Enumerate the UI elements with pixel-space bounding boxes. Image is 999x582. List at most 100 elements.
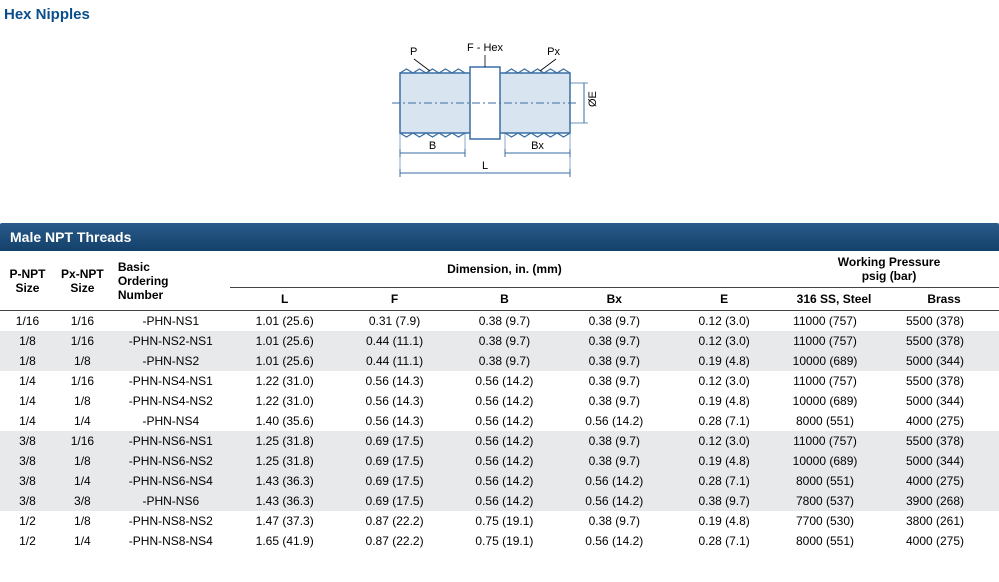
table-cell: 5000 (344) [889, 391, 999, 411]
table-cell: 0.56 (14.2) [559, 471, 669, 491]
table-cell: 4000 (275) [889, 471, 999, 491]
table-cell: 0.12 (3.0) [669, 371, 779, 391]
table-cell: 11000 (757) [779, 431, 889, 451]
table-row: 1/81/16-PHN-NS2-NS11.01 (25.6)0.44 (11.1… [0, 331, 999, 351]
table-cell: 0.56 (14.2) [559, 531, 669, 551]
spec-tbody: 1/161/16-PHN-NS11.01 (25.6)0.31 (7.9)0.3… [0, 311, 999, 552]
col-E: E [669, 288, 779, 311]
table-cell: 1/8 [0, 351, 55, 371]
table-cell: 1/8 [55, 451, 110, 471]
table-cell: 0.12 (3.0) [669, 331, 779, 351]
table-cell: 1/16 [0, 311, 55, 332]
table-cell: -PHN-NS4 [110, 411, 230, 431]
table-cell: 5500 (378) [889, 431, 999, 451]
svg-text:B: B [428, 140, 435, 152]
table-cell: 1/8 [55, 391, 110, 411]
table-cell: 0.19 (4.8) [669, 451, 779, 471]
table-cell: 3800 (261) [889, 511, 999, 531]
col-B: B [449, 288, 559, 311]
table-cell: 11000 (757) [779, 311, 889, 332]
table-cell: -PHN-NS8-NS2 [110, 511, 230, 531]
table-cell: 0.69 (17.5) [340, 431, 450, 451]
spec-table: P-NPTSize Px-NPTSize BasicOrderingNumber… [0, 251, 999, 551]
table-cell: 0.38 (9.7) [449, 351, 559, 371]
table-cell: 3/8 [0, 431, 55, 451]
table-cell: 0.38 (9.7) [559, 351, 669, 371]
table-cell: -PHN-NS1 [110, 311, 230, 332]
svg-text:Bx: Bx [531, 140, 544, 152]
table-cell: 8000 (551) [779, 531, 889, 551]
table-cell: 0.87 (22.2) [340, 531, 450, 551]
table-cell: 0.12 (3.0) [669, 431, 779, 451]
table-cell: -PHN-NS6-NS2 [110, 451, 230, 471]
col-pxnpt: Px-NPTSize [55, 251, 110, 311]
table-cell: 5500 (378) [889, 371, 999, 391]
svg-text:F - Hex: F - Hex [466, 42, 503, 54]
table-cell: 1/8 [55, 351, 110, 371]
table-cell: 0.19 (4.8) [669, 391, 779, 411]
table-cell: 1.25 (31.8) [230, 431, 340, 451]
table-cell: 11000 (757) [779, 371, 889, 391]
table-cell: 0.38 (9.7) [559, 451, 669, 471]
table-cell: 11000 (757) [779, 331, 889, 351]
table-cell: 10000 (689) [779, 351, 889, 371]
table-row: 3/81/4-PHN-NS6-NS41.43 (36.3)0.69 (17.5)… [0, 471, 999, 491]
table-cell: 0.38 (9.7) [559, 371, 669, 391]
table-cell: 0.38 (9.7) [559, 391, 669, 411]
table-cell: 0.56 (14.2) [449, 431, 559, 451]
table-row: 1/21/4-PHN-NS8-NS41.65 (41.9)0.87 (22.2)… [0, 531, 999, 551]
table-cell: -PHN-NS2 [110, 351, 230, 371]
table-cell: 0.87 (22.2) [340, 511, 450, 531]
table-cell: 1.43 (36.3) [230, 491, 340, 511]
table-cell: 1/4 [55, 531, 110, 551]
table-cell: 0.28 (7.1) [669, 411, 779, 431]
table-cell: 1/8 [0, 331, 55, 351]
table-cell: -PHN-NS6 [110, 491, 230, 511]
table-cell: 1/4 [55, 471, 110, 491]
table-cell: 0.75 (19.1) [449, 511, 559, 531]
col-Bx: Bx [559, 288, 669, 311]
table-cell: 0.38 (9.7) [449, 331, 559, 351]
table-cell: 0.56 (14.3) [340, 371, 450, 391]
table-cell: 1.01 (25.6) [230, 331, 340, 351]
table-row: 1/41/16-PHN-NS4-NS11.22 (31.0)0.56 (14.3… [0, 371, 999, 391]
table-cell: 5000 (344) [889, 351, 999, 371]
table-cell: 4000 (275) [889, 411, 999, 431]
table-cell: 0.44 (11.1) [340, 331, 450, 351]
table-cell: 5500 (378) [889, 331, 999, 351]
table-cell: 1/16 [55, 331, 110, 351]
table-cell: 3/8 [0, 451, 55, 471]
col-pnpt: P-NPTSize [0, 251, 55, 311]
diagram-wrap: PF - HexPxØEBBxL [0, 33, 999, 223]
table-header-bar: Male NPT Threads [0, 223, 999, 251]
table-cell: 1.01 (25.6) [230, 311, 340, 332]
table-cell: 0.56 (14.2) [559, 411, 669, 431]
svg-text:L: L [481, 160, 487, 172]
col-brass: Brass [889, 288, 999, 311]
table-cell: 0.56 (14.2) [449, 391, 559, 411]
table-cell: 1.22 (31.0) [230, 371, 340, 391]
table-cell: 3/8 [55, 491, 110, 511]
table-row: 1/161/16-PHN-NS11.01 (25.6)0.31 (7.9)0.3… [0, 311, 999, 332]
table-cell: 0.38 (9.7) [559, 331, 669, 351]
table-cell: 0.38 (9.7) [559, 311, 669, 332]
table-cell: 1/4 [55, 411, 110, 431]
col-ss: 316 SS, Steel [779, 288, 889, 311]
table-cell: 0.28 (7.1) [669, 531, 779, 551]
table-cell: 0.56 (14.2) [449, 471, 559, 491]
table-cell: 1.01 (25.6) [230, 351, 340, 371]
table-cell: 0.56 (14.2) [449, 411, 559, 431]
table-cell: 1.47 (37.3) [230, 511, 340, 531]
svg-text:Px: Px [547, 46, 560, 58]
col-press-group: Working Pressurepsig (bar) [779, 251, 999, 288]
table-cell: 0.19 (4.8) [669, 351, 779, 371]
table-cell: 0.12 (3.0) [669, 311, 779, 332]
table-cell: -PHN-NS4-NS1 [110, 371, 230, 391]
table-row: 1/21/8-PHN-NS8-NS21.47 (37.3)0.87 (22.2)… [0, 511, 999, 531]
table-cell: 0.38 (9.7) [559, 511, 669, 531]
table-cell: 1.40 (35.6) [230, 411, 340, 431]
table-cell: 0.31 (7.9) [340, 311, 450, 332]
table-cell: 1/16 [55, 371, 110, 391]
table-cell: 10000 (689) [779, 391, 889, 411]
table-cell: 1/2 [0, 531, 55, 551]
